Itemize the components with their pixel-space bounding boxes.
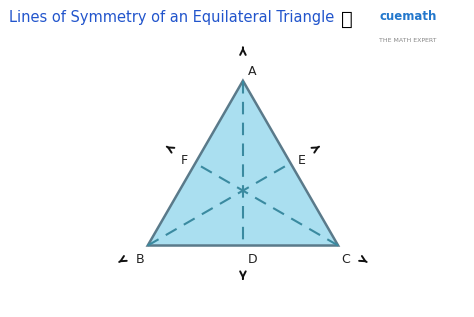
Text: 🚀: 🚀 bbox=[341, 10, 353, 29]
Text: C: C bbox=[341, 253, 350, 266]
Text: Lines of Symmetry of an Equilateral Triangle: Lines of Symmetry of an Equilateral Tria… bbox=[9, 10, 335, 24]
Text: B: B bbox=[136, 253, 145, 266]
Text: cuemath: cuemath bbox=[379, 10, 437, 23]
Text: THE MATH EXPERT: THE MATH EXPERT bbox=[379, 38, 437, 43]
Text: F: F bbox=[181, 153, 188, 167]
Text: A: A bbox=[248, 65, 256, 78]
Text: E: E bbox=[298, 153, 306, 167]
Polygon shape bbox=[148, 81, 338, 245]
Text: D: D bbox=[248, 253, 257, 266]
